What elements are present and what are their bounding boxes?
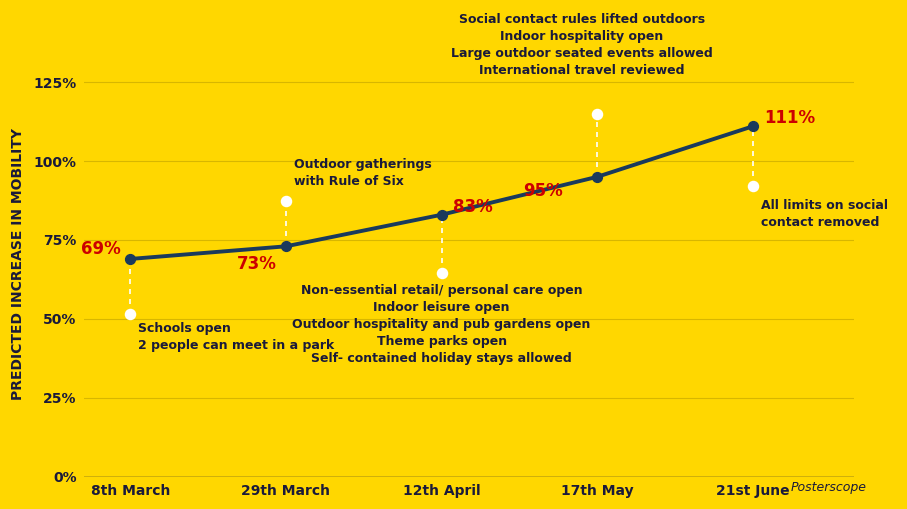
Point bbox=[590, 109, 605, 118]
Point bbox=[278, 242, 293, 250]
Text: Posterscope: Posterscope bbox=[790, 480, 866, 494]
Text: 73%: 73% bbox=[237, 254, 277, 273]
Text: 111%: 111% bbox=[764, 109, 815, 127]
Point bbox=[123, 255, 138, 263]
Point bbox=[590, 173, 605, 181]
Y-axis label: PREDICTED INCREASE IN MOBILITY: PREDICTED INCREASE IN MOBILITY bbox=[11, 128, 25, 400]
Text: Social contact rules lifted outdoors
Indoor hospitality open
Large outdoor seate: Social contact rules lifted outdoors Ind… bbox=[451, 13, 713, 77]
Text: Non-essential retail/ personal care open
Indoor leisure open
Outdoor hospitality: Non-essential retail/ personal care open… bbox=[292, 284, 590, 365]
Point bbox=[746, 182, 760, 190]
Text: 95%: 95% bbox=[523, 182, 563, 200]
Text: 69%: 69% bbox=[82, 240, 121, 259]
Point bbox=[434, 211, 449, 219]
Point bbox=[278, 196, 293, 205]
Point bbox=[123, 310, 138, 318]
Text: Schools open
2 people can meet in a park: Schools open 2 people can meet in a park bbox=[138, 322, 335, 352]
Point bbox=[746, 122, 760, 130]
Text: All limits on social
contact removed: All limits on social contact removed bbox=[761, 199, 888, 229]
Text: Outdoor gatherings
with Rule of Six: Outdoor gatherings with Rule of Six bbox=[294, 158, 432, 188]
Point bbox=[434, 269, 449, 277]
Text: 83%: 83% bbox=[453, 198, 493, 216]
